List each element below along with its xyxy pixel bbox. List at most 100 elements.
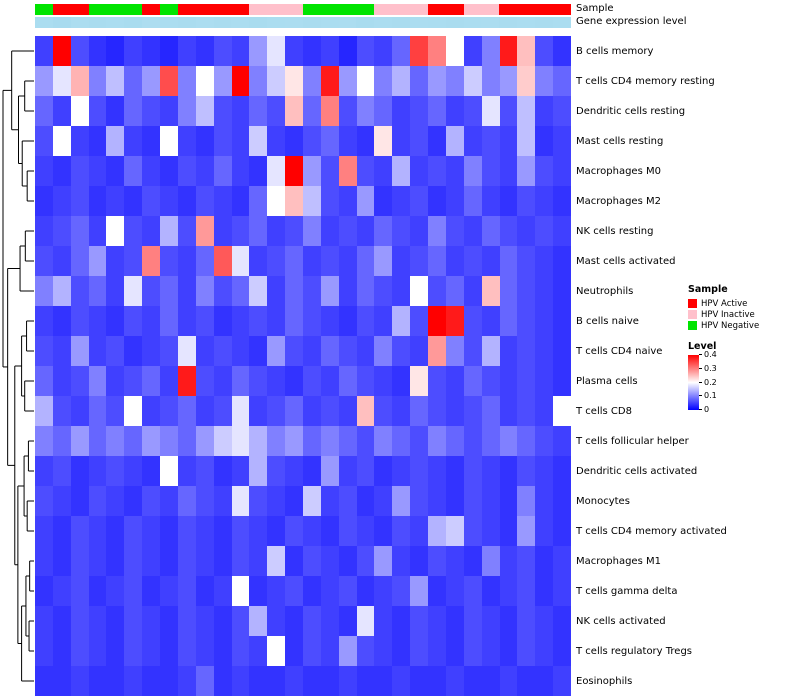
row-label: T cells gamma delta [576,585,678,597]
heatmap-cell [195,366,214,396]
legend-sample-item: HPV Negative [688,320,800,331]
sample-annotation-segment [445,4,464,15]
heatmap-cell [70,66,89,96]
heatmap-cell [70,606,89,636]
heatmap-cell [88,456,107,486]
heatmap-cell [338,96,357,126]
heatmap-cell [463,456,482,486]
heatmap-cell [124,636,143,666]
heatmap-cell [499,186,518,216]
heatmap-cell [249,546,268,576]
heatmap-cell [392,36,411,66]
row-label: Eosinophils [576,675,633,687]
heatmap-cell [410,126,429,156]
heatmap-cell [124,426,143,456]
heatmap-cell [177,456,196,486]
heatmap-cell [463,576,482,606]
heatmap-cell [231,96,250,126]
heatmap-cell [35,426,53,456]
heatmap-cell [195,216,214,246]
heatmap-cell [231,276,250,306]
heatmap-cell [88,246,107,276]
heatmap-cell [124,306,143,336]
heatmap-cell [267,66,286,96]
heatmap-cell [392,666,411,696]
heatmap-cell [35,306,53,336]
heatmap-cell [445,126,464,156]
heatmap-cell [445,486,464,516]
heatmap-cell [553,426,571,456]
expression-annotation-segment [392,17,411,28]
heatmap-cell [267,366,286,396]
heatmap-cell [303,96,321,126]
level-tick-text: 0.1 [704,391,717,401]
heatmap-cell [213,36,232,66]
heatmap-cell [177,126,196,156]
heatmap-cell [499,666,518,696]
heatmap-cell [285,546,303,576]
row-label: T cells CD4 naive [576,345,663,357]
heatmap-cell [374,216,393,246]
heatmap-cell [70,36,89,66]
heatmap-cell [231,186,250,216]
heatmap-cell [213,216,232,246]
sample-annotation-label: Sample [576,3,614,14]
heatmap-cell [124,546,143,576]
heatmap-cell [338,66,357,96]
heatmap-cell [124,36,143,66]
heatmap-cell [320,546,339,576]
heatmap-cell [356,216,375,246]
level-tick-mark [699,409,702,410]
heatmap-cell [374,306,393,336]
level-tick-mark [699,354,702,355]
sample-annotation-segment [552,4,571,15]
heatmap-cell [481,666,500,696]
heatmap-cell [463,36,482,66]
heatmap-cell [249,216,268,246]
row-labels: B cells memory T cells CD4 memory resting… [576,36,796,696]
heatmap-cell [463,306,482,336]
heatmap-cell [195,96,214,126]
heatmap-cell [267,36,286,66]
heatmap-cell [463,606,482,636]
heatmap-cell [553,246,571,276]
heatmap-cell [35,216,53,246]
row-label: Mast cells activated [576,255,676,267]
heatmap-cell [356,486,375,516]
heatmap-cell [392,396,411,426]
heatmap-cell [106,246,125,276]
heatmap-cell [88,66,107,96]
heatmap-cell [374,516,393,546]
heatmap-cell [499,66,518,96]
heatmap-cell [392,636,411,666]
row-label: Macrophages M2 [576,195,661,207]
heatmap-cell [160,36,178,66]
heatmap-cell [356,426,375,456]
heatmap-cell [88,186,107,216]
heatmap-cell [285,186,303,216]
heatmap-cell [517,486,536,516]
heatmap-cell [106,366,125,396]
sample-annotation-segment [70,4,89,15]
heatmap-cell [195,606,214,636]
heatmap-cell [356,636,375,666]
heatmap-cell [142,126,161,156]
heatmap-cell [445,336,464,366]
heatmap-cell [142,186,161,216]
heatmap-cell [392,186,411,216]
heatmap-cell [303,486,321,516]
heatmap-cell [463,666,482,696]
heatmap-cell [52,546,71,576]
sample-annotation-segment [177,4,196,15]
heatmap-cell [303,666,321,696]
heatmap-cell [106,126,125,156]
heatmap-cell [320,306,339,336]
heatmap-cell [517,426,536,456]
heatmap-cell [445,366,464,396]
heatmap-cell [285,366,303,396]
row-label: Macrophages M1 [576,555,661,567]
heatmap-cell [499,126,518,156]
heatmap-cell [142,276,161,306]
heatmap-cell [267,186,286,216]
heatmap-cell [231,576,250,606]
